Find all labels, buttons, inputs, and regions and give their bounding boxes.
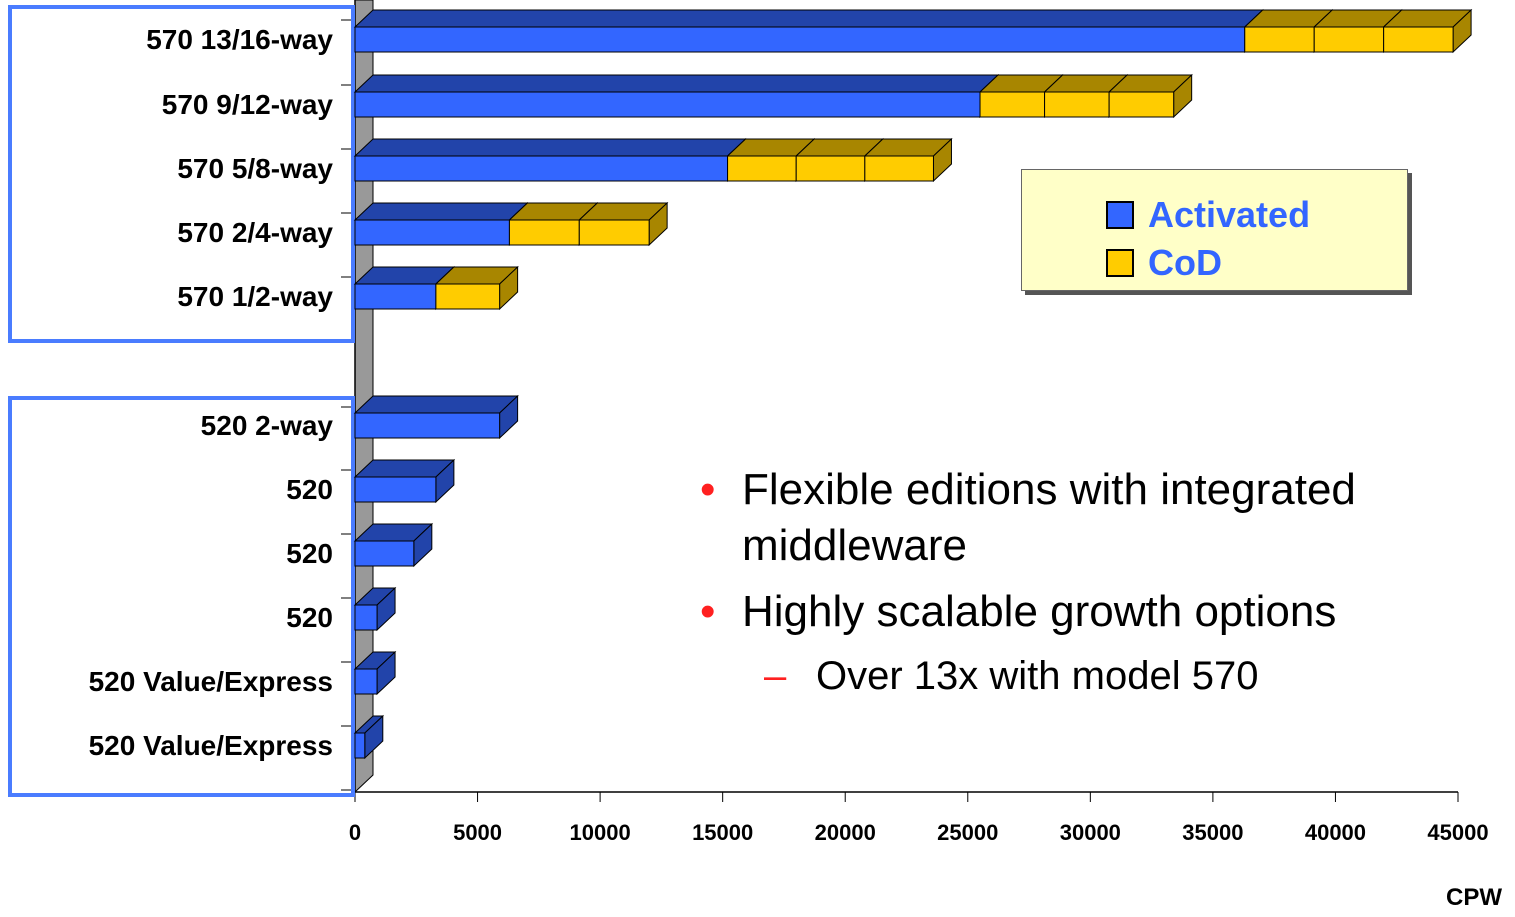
category-label: 520 Value/Express [89,666,333,697]
bar-activated-top [353,202,529,221]
bar-activated-top [353,74,1000,93]
legend-label-cod: CoD [1148,242,1222,283]
bar-activated [353,650,397,696]
bar-activated-front [354,604,378,631]
bar-activated [353,137,747,183]
bar-activated [353,265,456,311]
bar-cod-front [979,91,1046,118]
bar-cod-front [508,219,580,246]
bar-activated-top [353,395,519,414]
bar-cod [578,201,669,247]
bar-cod-front [1044,91,1110,118]
bar-activated-front [354,219,510,246]
bar-cod-front [1383,26,1454,53]
bullet-text: Highly scalable growth options [742,587,1337,636]
x-axis-title: CPW [1446,884,1502,911]
bar-cod-front [864,155,934,182]
bar-cod-front [1313,26,1385,53]
bar-activated-front [354,732,366,759]
bar-activated-top [353,9,1265,28]
bar-cod-front [727,155,797,182]
x-tick-label: 20000 [815,820,876,845]
bar-activated-front [354,26,1246,53]
bullet-item: • Flexible editions with integrated midd… [700,462,1500,574]
category-label: 570 1/2-way [177,281,333,312]
bar-activated-front [354,668,378,695]
bar-cod-front [1108,91,1175,118]
bar-activated-front [354,476,437,503]
legend-swatch-activated [1106,201,1134,229]
category-label: 570 5/8-way [177,153,333,184]
bar-activated-top [353,138,747,157]
bar-activated-front [354,540,415,567]
bar-activated-front [354,283,437,310]
x-tick-label: 45000 [1427,820,1488,845]
bar-activated [353,394,519,440]
sub-bullet-text: Over 13x with model 570 [816,654,1259,698]
bar-activated-front [354,155,729,182]
group-box-520 [8,396,355,797]
category-label: 570 9/12-way [162,89,334,120]
bar-activated [353,458,456,504]
bar-cod [434,265,519,311]
bar-cod-front [578,219,650,246]
legend-swatch-cod [1106,249,1134,277]
bar-activated [353,201,529,247]
bar-activated [353,73,1000,119]
category-label: 570 2/4-way [177,217,333,248]
category-label: 520 2-way [201,410,334,441]
bar-cod-front [795,155,866,182]
bar-layer [353,8,1473,760]
x-tick-label: 0 [349,820,361,845]
bullet-text: Flexible editions with integrated middle… [742,465,1356,570]
x-tick-label: 35000 [1182,820,1243,845]
bullet-list: • Flexible editions with integrated midd… [700,462,1500,702]
bar-cod-front [1244,26,1315,53]
bar-activated [353,714,385,760]
category-label: 520 [286,474,333,505]
category-label: 520 Value/Express [89,730,333,761]
bar-activated-front [354,412,501,439]
x-tick-label: 10000 [570,820,631,845]
bullet-item: • Highly scalable growth options [700,584,1500,640]
group-box-570 [8,5,355,343]
legend-item-activated: Activated [1106,194,1310,236]
sub-bullet-dash-icon: – [764,654,787,698]
x-tick-label: 40000 [1305,820,1366,845]
bar-cod [863,137,953,183]
category-label: 520 [286,602,333,633]
x-tick-label: 5000 [453,820,502,845]
x-tick-label: 25000 [937,820,998,845]
legend: Activated CoD [1021,169,1408,291]
bar-cod [1382,8,1473,54]
bullet-dot-icon: • [700,465,716,514]
category-label: 570 13/16-way [146,24,333,55]
bar-activated-front [354,91,981,118]
legend-label-activated: Activated [1148,194,1311,235]
bar-activated [353,586,397,632]
bar-activated [353,8,1265,54]
sub-bullet-item: – Over 13x with model 570 [700,650,1500,702]
bullet-dot-icon: • [700,587,716,636]
x-tick-label: 15000 [692,820,753,845]
bar-cod-front [435,283,501,310]
category-label: 520 [286,538,333,569]
x-tick-label: 30000 [1060,820,1121,845]
label-layer: 0 5000 10000 15000 20000 25000 30000 35000 40000… [89,24,1503,911]
bar-cod [1107,73,1193,119]
bar-activated [353,522,434,568]
legend-item-cod: CoD [1106,242,1222,284]
chart-frame [8,0,1459,802]
